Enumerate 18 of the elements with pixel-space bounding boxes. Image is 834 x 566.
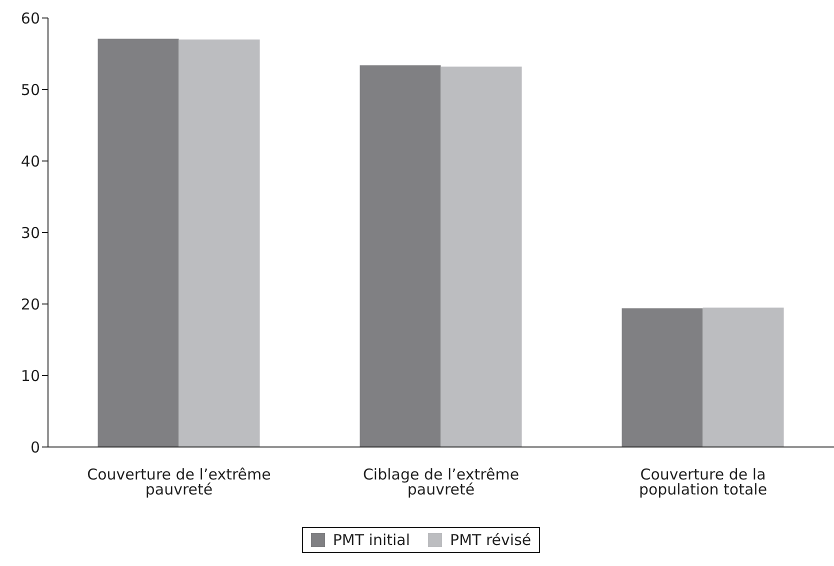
y-tick-label: 50 (20, 80, 40, 99)
y-tick-label: 10 (20, 366, 40, 385)
x-tick-label: Couverture de l’extrême pauvreté (87, 466, 271, 499)
bar (440, 66, 522, 447)
bar (702, 308, 784, 447)
bar (360, 65, 441, 447)
bar (98, 38, 179, 447)
y-tick-label: 20 (20, 295, 40, 314)
bar (178, 39, 260, 447)
y-tick-label: 30 (20, 224, 40, 242)
x-tick-label: Ciblage de l’extrême pauvreté (362, 466, 520, 499)
y-tick-label: 0 (30, 438, 40, 456)
x-tick-label: Couverture de la population totale (638, 466, 768, 499)
bar (622, 308, 703, 447)
legend-label: PMT révisé (449, 531, 532, 549)
y-tick-label: 60 (20, 9, 40, 28)
y-tick-label: 40 (20, 152, 40, 170)
legend-label: PMT initial (332, 531, 410, 549)
